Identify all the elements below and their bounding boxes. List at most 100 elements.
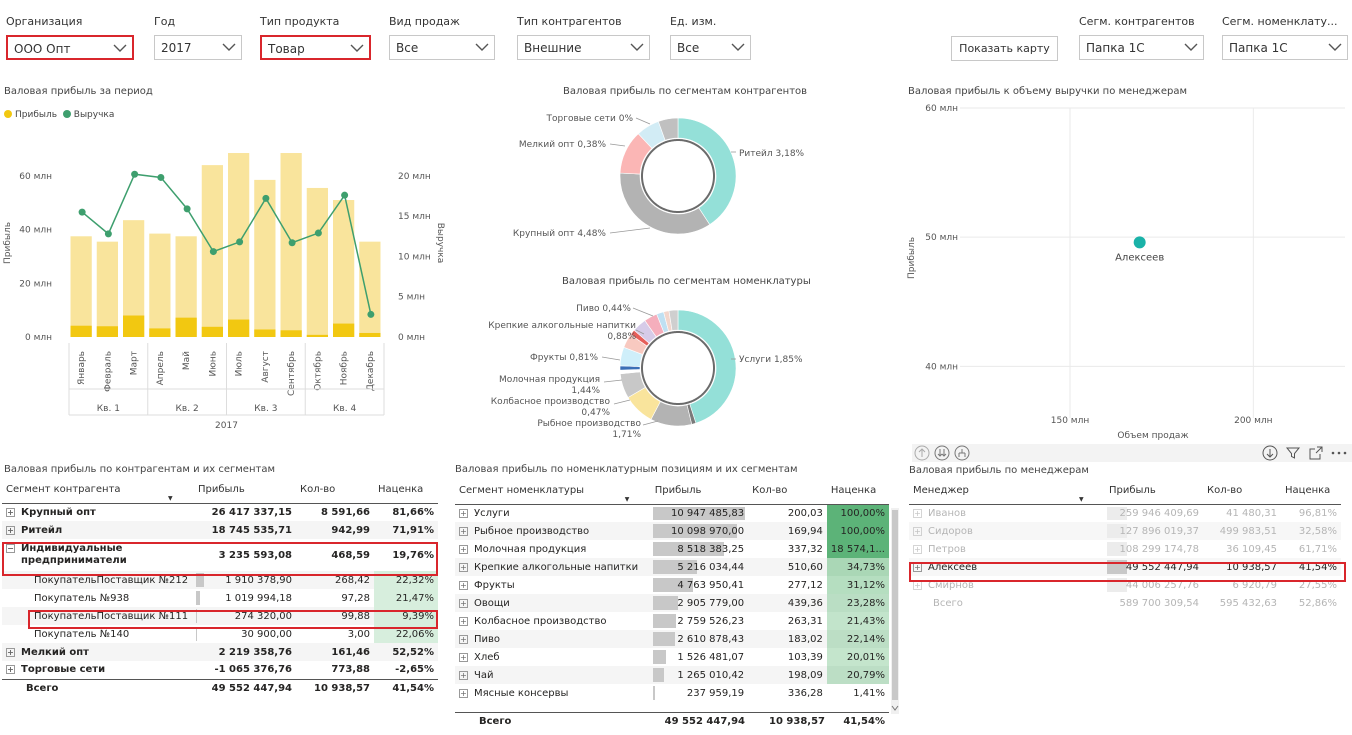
scatter-point[interactable] xyxy=(1133,236,1146,249)
table-row[interactable]: + Мясные консервы 237 959,19 336,28 1,41% xyxy=(455,684,889,702)
line-point[interactable] xyxy=(288,239,296,247)
t3-header-manager[interactable]: Менеджер xyxy=(909,482,1105,505)
expand-icon[interactable]: + xyxy=(459,526,468,536)
table-row[interactable]: + Сидоров 127 896 019,37 499 983,51 32,58% xyxy=(909,522,1341,540)
t1-header-markup[interactable]: Наценка xyxy=(374,481,438,504)
expand-icon[interactable]: + xyxy=(459,562,468,572)
expand-icon[interactable]: + xyxy=(913,508,922,518)
expand-icon[interactable]: + xyxy=(459,634,468,644)
show-map-button[interactable]: Показать карту xyxy=(951,36,1058,61)
t2-header-segment[interactable]: Сегмент номенклатуры xyxy=(455,482,651,505)
bar-revenue[interactable] xyxy=(123,220,145,337)
table-row[interactable]: + Мелкий опт 2 219 358,76 161,46 52,52% xyxy=(2,643,438,661)
t1-header-qty[interactable]: Кол-во xyxy=(296,481,374,504)
counterparty-segment-dropdown[interactable]: Папка 1С xyxy=(1079,35,1204,60)
table-row[interactable]: + Крупный опт 26 417 337,15 8 591,66 81,66% xyxy=(2,503,438,521)
line-point[interactable] xyxy=(209,248,217,256)
bar-profit[interactable] xyxy=(228,319,250,337)
bar-revenue[interactable] xyxy=(96,241,118,337)
table-row[interactable]: + Рыбное производство 10 098 970,00 169,94 1… xyxy=(455,522,889,540)
expand-icon[interactable]: + xyxy=(459,580,468,590)
t3-header-markup[interactable]: Наценка xyxy=(1281,482,1341,505)
table-row[interactable]: + Иванов 259 946 409,69 41 480,31 96,81% xyxy=(909,504,1341,522)
expand-icon[interactable]: + xyxy=(6,665,15,675)
counterparty-type-dropdown[interactable]: Внешние xyxy=(517,35,650,60)
table-row[interactable]: Покупатель №938 1 019 994,18 97,28 21,47% xyxy=(2,589,438,607)
combo-chart[interactable]: Прибыль Выручка 60 млн 40 млн 20 млн 0 млн 20 … xyxy=(0,125,450,440)
expand-icon[interactable]: + xyxy=(6,647,15,657)
bar-revenue[interactable] xyxy=(333,200,355,337)
more-options-icon[interactable] xyxy=(1330,445,1348,461)
donut-slice[interactable] xyxy=(619,172,711,235)
expand-icon[interactable]: + xyxy=(913,544,922,554)
expand-icon[interactable]: + xyxy=(459,616,468,626)
drill-next-level-icon[interactable] xyxy=(934,445,950,461)
donut-slice[interactable] xyxy=(657,117,679,141)
expand-icon[interactable]: + xyxy=(6,507,15,517)
scatter-chart[interactable]: 60 млн 50 млн 40 млн 150 млн 200 млн Объем пр… xyxy=(900,98,1352,443)
t1-header-profit[interactable]: ▼ Прибыль xyxy=(168,481,296,504)
line-point[interactable] xyxy=(341,191,349,199)
table-row[interactable]: + Овощи 2 905 779,00 439,36 23,28% xyxy=(455,594,889,612)
line-point[interactable] xyxy=(157,173,165,181)
unit-dropdown[interactable]: Все xyxy=(670,35,751,60)
table-row[interactable]: Всего 49 552 447,94 10 938,57 41,54% xyxy=(2,679,438,697)
bar-revenue[interactable] xyxy=(175,236,197,337)
focus-mode-icon[interactable] xyxy=(1308,445,1324,461)
table-row[interactable]: + Хлеб 1 526 481,07 103,39 20,01% xyxy=(455,648,889,666)
t3-header-profit[interactable]: ▼ Прибыль xyxy=(1079,482,1203,505)
bar-revenue[interactable] xyxy=(306,187,328,337)
expand-hierarchy-icon[interactable] xyxy=(954,445,970,461)
bar-profit[interactable] xyxy=(149,328,171,337)
bar-profit[interactable] xyxy=(70,325,92,337)
line-point[interactable] xyxy=(314,229,322,237)
legend-item-profit[interactable]: Прибыль xyxy=(4,110,57,120)
t3-header-qty[interactable]: Кол-во xyxy=(1203,482,1281,505)
drill-down-icon[interactable] xyxy=(1262,445,1278,461)
t2-header-profit[interactable]: ▼ Прибыль xyxy=(625,482,749,505)
expand-icon[interactable]: + xyxy=(459,652,468,662)
bar-profit[interactable] xyxy=(175,317,197,337)
t2-header-markup[interactable]: Наценка xyxy=(826,482,889,505)
nomenclature-segment-dropdown[interactable]: Папка 1С xyxy=(1222,35,1348,60)
expand-icon[interactable]: + xyxy=(459,544,468,554)
expand-icon[interactable]: + xyxy=(6,525,15,535)
expand-icon[interactable]: + xyxy=(459,508,468,518)
t1-header-segment[interactable]: Сегмент контрагента xyxy=(2,481,194,504)
expand-icon[interactable]: + xyxy=(913,526,922,536)
donut-slice[interactable] xyxy=(677,309,737,424)
filter-icon[interactable] xyxy=(1285,445,1301,461)
table-row[interactable]: + Пиво 2 610 878,43 183,02 22,14% xyxy=(455,630,889,648)
table-row[interactable]: + Фрукты 4 763 950,41 277,12 31,12% xyxy=(455,576,889,594)
bar-profit[interactable] xyxy=(96,326,118,337)
table-row[interactable]: + Молочная продукция 8 518 383,25 337,32 18 … xyxy=(455,540,889,558)
bar-profit[interactable] xyxy=(306,334,328,337)
t2-header-qty[interactable]: Кол-во xyxy=(748,482,827,505)
drill-up-icon[interactable] xyxy=(914,445,930,461)
bar-profit[interactable] xyxy=(280,330,302,337)
bar-revenue[interactable] xyxy=(359,241,381,337)
sales-type-dropdown[interactable]: Все xyxy=(389,35,495,60)
bar-profit[interactable] xyxy=(254,329,276,337)
organization-dropdown[interactable]: ООО Опт xyxy=(6,35,134,60)
donut-chart-counterparty-segments[interactable]: Ритейл 3,18% Крупный опт 4,48% Мелкий опт … xyxy=(450,100,890,250)
table-row[interactable]: + Чай 1 265 010,42 198,09 20,79% xyxy=(455,666,889,684)
collapse-icon[interactable]: − xyxy=(6,544,15,553)
bar-profit[interactable] xyxy=(359,332,381,337)
table-row[interactable]: + Услуги 10 947 485,83 200,03 100,00% xyxy=(455,504,889,522)
donut-slice[interactable] xyxy=(668,309,679,331)
legend-item-revenue[interactable]: Выручка xyxy=(62,110,114,120)
line-point[interactable] xyxy=(78,208,86,216)
table-row[interactable]: − Индивидуальные предприниматели 3 235 593… xyxy=(2,539,438,571)
line-point[interactable] xyxy=(262,194,270,202)
table-row[interactable]: + Ритейл 18 745 535,71 942,99 71,91% xyxy=(2,521,438,539)
line-revenue[interactable] xyxy=(81,173,372,315)
expand-icon[interactable]: + xyxy=(459,688,468,698)
table-row[interactable]: + Петров 108 299 174,78 36 109,45 61,71% xyxy=(909,540,1341,558)
expand-icon[interactable]: + xyxy=(459,670,468,680)
table-row[interactable]: Покупатель №140 30 900,00 3,00 22,06% xyxy=(2,625,438,643)
product-type-dropdown[interactable]: Товар xyxy=(260,35,371,60)
line-point[interactable] xyxy=(131,170,139,178)
bar-profit[interactable] xyxy=(333,323,355,337)
